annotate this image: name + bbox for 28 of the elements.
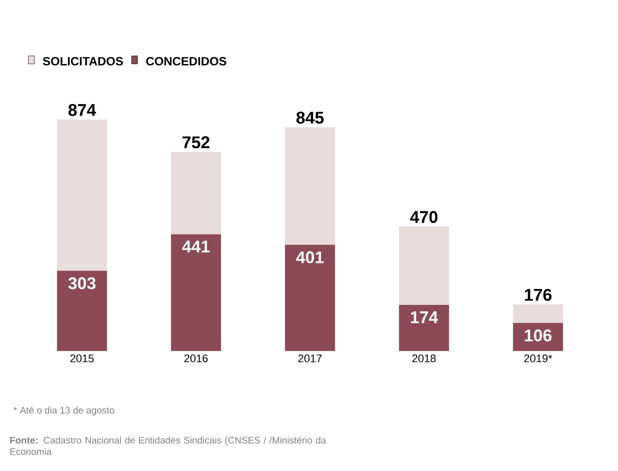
total-label: 470 bbox=[410, 210, 438, 223]
data-label: 106 bbox=[524, 329, 552, 342]
data-label: 174 bbox=[410, 311, 438, 324]
total-label: 752 bbox=[182, 136, 210, 148]
x-tick-label: 2017 bbox=[298, 354, 322, 362]
data-label: 303 bbox=[68, 277, 96, 290]
bar bbox=[171, 234, 222, 351]
total-label: 845 bbox=[296, 112, 324, 124]
bar bbox=[57, 270, 108, 351]
data-label: 401 bbox=[296, 251, 324, 264]
bar bbox=[285, 127, 336, 245]
bar bbox=[285, 244, 336, 351]
x-tick-label: 2018 bbox=[412, 354, 436, 362]
data-label: 441 bbox=[182, 240, 210, 252]
x-tick-label: 2015 bbox=[70, 354, 94, 362]
legend-label: SOLICITADOS bbox=[42, 56, 123, 66]
x-tick-label: 2016 bbox=[184, 354, 208, 362]
bar bbox=[399, 304, 450, 351]
total-label: 874 bbox=[68, 104, 96, 116]
legend-label: CONCEDIDOS bbox=[146, 56, 226, 66]
bar bbox=[57, 120, 108, 271]
bar bbox=[399, 226, 450, 305]
total-label: 176 bbox=[524, 288, 552, 301]
text: Fonte: Cadastro Nacional de Entidades Sindicais (CNSES / /Ministério da Economia bbox=[10, 436, 326, 456]
bar bbox=[513, 304, 564, 323]
bar bbox=[171, 152, 222, 234]
x-tick-label: 2019* bbox=[524, 354, 552, 362]
text: * Até o dia 13 de agosto bbox=[14, 406, 114, 416]
